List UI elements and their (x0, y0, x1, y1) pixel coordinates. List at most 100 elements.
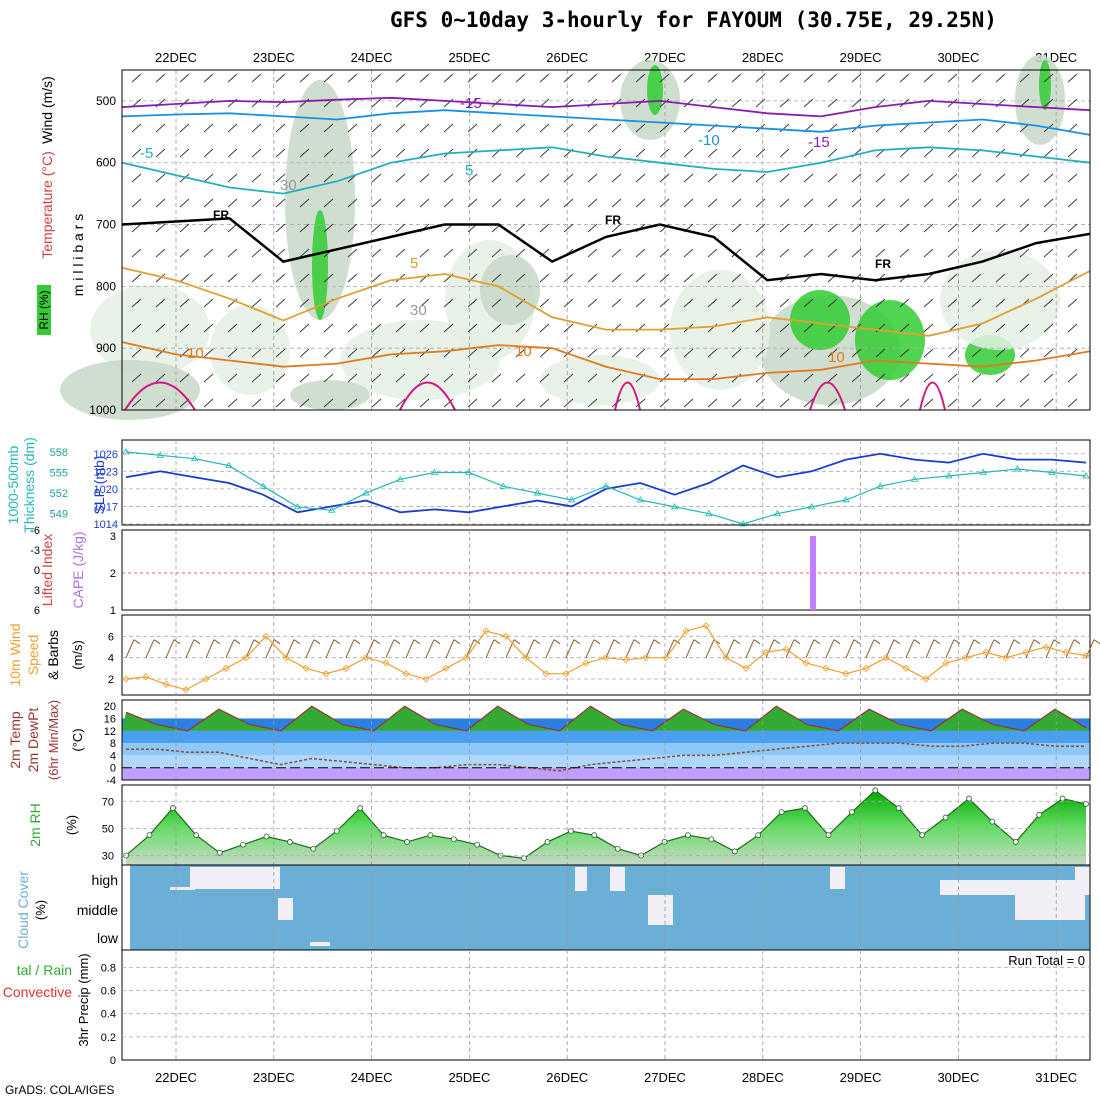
upper-wind-barb (923, 348, 934, 358)
rh-point (333, 828, 340, 835)
upper-wind-barb (179, 198, 190, 208)
upper-wind-barb (755, 273, 766, 283)
upper-wind-barb (827, 223, 838, 233)
upper-wind-barb (155, 148, 166, 158)
magenta-contour (614, 381, 641, 411)
upper-wind-barb (179, 73, 190, 83)
upper-wind-barb (635, 98, 646, 108)
upper-wind-barb (851, 398, 862, 408)
upper-wind-barb (1019, 398, 1030, 408)
wind-speed-point (522, 654, 530, 662)
upper-wind-barb (899, 148, 910, 158)
upper-wind-barb (587, 73, 598, 83)
upper-wind-barb (683, 98, 694, 108)
upper-wind-barb (203, 73, 214, 83)
contour-label: -5 (140, 145, 153, 162)
upper-wind-barb (131, 273, 142, 283)
upper-wind-barb (683, 73, 694, 83)
wind-barb (645, 639, 655, 658)
upper-wind-barb (875, 248, 886, 258)
upper-wind-barb (419, 373, 430, 383)
upper-wind-barb (371, 98, 382, 108)
upper-wind-barb (515, 373, 526, 383)
wind-barb-flag (1033, 639, 1041, 645)
wind-barb (265, 639, 275, 658)
upper-wind-barb (251, 398, 262, 408)
upper-wind-barb (731, 348, 742, 358)
thickness-point (979, 468, 987, 475)
wind-speed-point (502, 632, 510, 640)
top-day-label: 26DEC (546, 50, 588, 65)
upper-wind-barb (179, 323, 190, 333)
upper-wind-barb (875, 98, 886, 108)
slp-ytick-label: 1017 (94, 501, 118, 513)
upper-wind-barb (995, 73, 1006, 83)
upper-wind-barb (203, 198, 214, 208)
upper-wind-barb (875, 173, 886, 183)
upper-wind-barb (563, 273, 574, 283)
thickness-point (1013, 465, 1022, 472)
upper-wind-barb (515, 73, 526, 83)
wind-barb-flag (373, 639, 381, 645)
temp-label-3: (6hr Min/Max) (46, 700, 61, 780)
upper-wind-barb (587, 398, 598, 408)
upper-wind-barb (923, 398, 934, 408)
upper-wind-barb (587, 198, 598, 208)
upper-wind-barb (755, 248, 766, 258)
wind-barb-flag (993, 639, 1001, 645)
rh-point (778, 809, 785, 816)
thickness-point (465, 468, 473, 475)
upper-wind-barb (827, 248, 838, 258)
upper-ytick-label: 900 (96, 341, 116, 355)
upper-wind-barb (443, 198, 454, 208)
bottom-day-label: 22DEC (155, 1070, 197, 1085)
temp-units-label: (°C) (70, 728, 85, 751)
thickness-point (876, 482, 884, 489)
upper-wind-barb (491, 398, 502, 408)
upper-wind-barb (1043, 73, 1054, 83)
upper-wind-barb (635, 298, 646, 308)
wind-barb (1005, 639, 1015, 658)
wind-barbs-label: & Barbs (45, 630, 61, 680)
temp-band (122, 743, 1090, 756)
upper-wind-barb (299, 248, 310, 258)
upper-wind-barb (131, 298, 142, 308)
upper-wind-barb (251, 248, 262, 258)
upper-wind-barb (299, 148, 310, 158)
upper-wind-barb (467, 173, 478, 183)
slp-thickness-panel: 1014 1017 1020 1023 1026 549 552 555 558 1000-500… (5, 437, 1091, 533)
thickness-point (156, 451, 164, 458)
cloud-clear-patch (1015, 895, 1085, 920)
upper-wind-barb (491, 123, 502, 133)
upper-wind-barb (1043, 148, 1054, 158)
wind-barb (925, 639, 935, 658)
upper-wind-barb (779, 398, 790, 408)
upper-wind-barb (923, 223, 934, 233)
rh-ytick-label: 70 (102, 796, 114, 808)
wind-barb-flag (353, 639, 361, 645)
thickness-label-1: 1000-500mb (5, 445, 21, 524)
upper-wind-barb (275, 73, 286, 83)
wind-speed-point (1082, 651, 1090, 660)
upper-wind-barb (515, 123, 526, 133)
upper-wind-barb (563, 73, 574, 83)
upper-wind-barb (803, 198, 814, 208)
cloud-clear-patch (278, 898, 293, 920)
wind-barb-flag (1093, 639, 1100, 645)
upper-wind-barb (371, 198, 382, 208)
contour-label: 5 (410, 255, 418, 272)
magenta-contour (919, 381, 946, 411)
upper-wind-barb (347, 148, 358, 158)
wind-speed-point (862, 664, 870, 672)
wind-speed-point (302, 664, 310, 672)
wind-barb-flag (913, 639, 921, 645)
rh-point (848, 809, 855, 816)
bottom-day-label: 28DEC (742, 1070, 784, 1085)
rh-shade-blob (480, 255, 540, 325)
upper-wind-barb (707, 298, 718, 308)
upper-wind-barb (467, 273, 478, 283)
upper-wind-barb (971, 273, 982, 283)
wind-units-label: (m/s) (70, 640, 85, 670)
upper-wind-barb (539, 148, 550, 158)
